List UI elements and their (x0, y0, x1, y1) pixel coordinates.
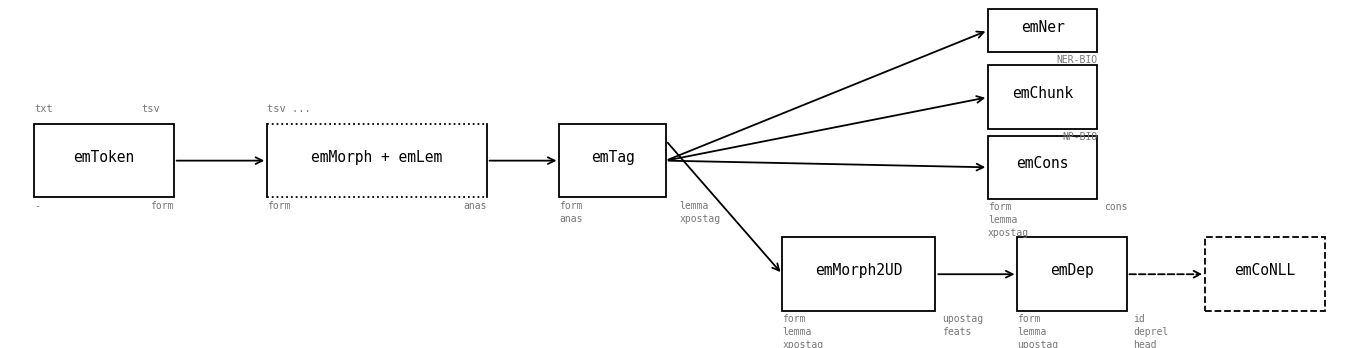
Text: emCoNLL: emCoNLL (1235, 263, 1295, 278)
Bar (1017, 237, 1127, 311)
Text: -: - (34, 201, 40, 211)
Text: emNer: emNer (1021, 19, 1064, 34)
Text: form: form (151, 201, 174, 211)
Bar (989, 65, 1098, 129)
Text: anas: anas (463, 201, 487, 211)
Bar (989, 136, 1098, 199)
Text: form
anas: form anas (560, 201, 582, 223)
Text: emChunk: emChunk (1011, 86, 1073, 101)
Bar (34, 124, 174, 197)
Bar (560, 124, 666, 197)
Bar (783, 237, 936, 311)
Text: form
lemma
xpostag: form lemma xpostag (989, 203, 1029, 238)
Text: emCons: emCons (1017, 157, 1069, 172)
Text: emMorph + emLem: emMorph + emLem (311, 150, 443, 165)
Text: form
lemma
upostag
feats: form lemma upostag feats (1017, 314, 1059, 348)
Text: lemma
xpostag: lemma xpostag (679, 201, 721, 223)
Text: form
lemma
xpostag: form lemma xpostag (783, 314, 823, 348)
Text: tsv: tsv (141, 104, 160, 114)
Text: upostag
feats: upostag feats (941, 314, 983, 337)
Text: emTag: emTag (590, 150, 635, 165)
Text: NP-BIO: NP-BIO (1063, 132, 1098, 142)
Text: emToken: emToken (74, 150, 134, 165)
Text: txt: txt (34, 104, 52, 114)
Bar (989, 9, 1098, 52)
Text: tsv ...: tsv ... (268, 104, 311, 114)
Bar (1205, 237, 1325, 311)
Text: id
deprel
head: id deprel head (1134, 314, 1169, 348)
Text: cons: cons (1104, 203, 1127, 212)
Text: form: form (268, 201, 291, 211)
Text: emMorph2UD: emMorph2UD (815, 263, 902, 278)
Text: emDep: emDep (1050, 263, 1093, 278)
Text: NER-BIO: NER-BIO (1056, 55, 1098, 65)
